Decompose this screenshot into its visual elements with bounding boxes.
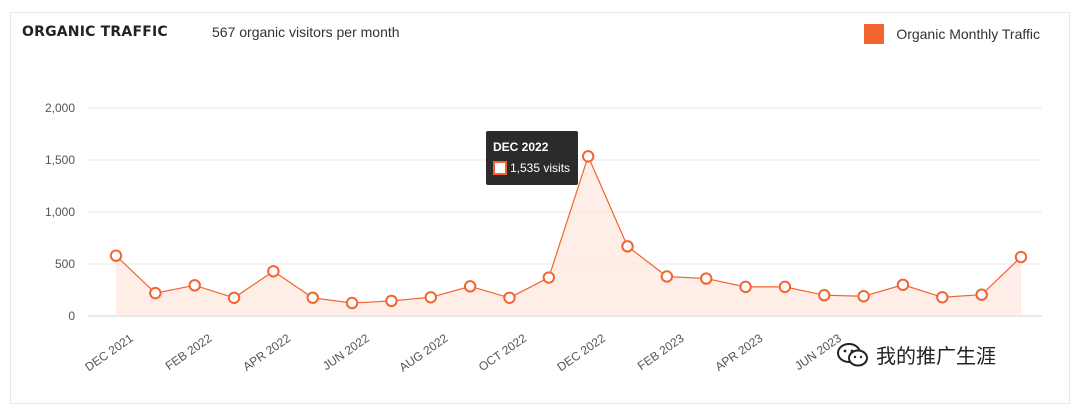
data-point xyxy=(306,291,319,304)
chart-title: ORGANIC TRAFFIC xyxy=(22,24,168,40)
data-point xyxy=(621,240,634,253)
y-tick-label: 500 xyxy=(55,257,75,271)
y-tick-label: 0 xyxy=(68,309,75,323)
y-tick-label: 2,000 xyxy=(45,101,75,115)
tooltip-swatch xyxy=(493,161,507,175)
data-point xyxy=(581,150,595,163)
y-tick-label: 1,500 xyxy=(45,153,75,167)
x-tick-label: OCT 2022 xyxy=(476,331,529,374)
chart-card xyxy=(10,12,1070,404)
data-point xyxy=(857,290,870,303)
data-point xyxy=(345,296,359,310)
data-point xyxy=(975,288,988,301)
legend-swatch xyxy=(864,24,885,44)
x-tick-label: APR 2022 xyxy=(240,331,293,374)
legend-label: Organic Monthly Traffic xyxy=(896,26,1040,42)
data-point xyxy=(424,291,437,304)
data-point xyxy=(936,291,949,304)
y-tick-label: 1,000 xyxy=(45,205,75,219)
data-point xyxy=(267,265,280,278)
data-point xyxy=(700,272,713,285)
series-line xyxy=(115,154,1022,304)
x-tick-label: APR 2023 xyxy=(712,331,765,374)
visitors-summary: 567 organic visitors per month xyxy=(212,24,400,40)
data-point xyxy=(778,280,792,294)
watermark-text: 我的推广生涯 xyxy=(876,344,996,368)
data-point xyxy=(660,270,674,283)
x-tick-label: FEB 2022 xyxy=(163,331,215,373)
x-tick-label: DEC 2022 xyxy=(555,331,609,374)
data-point xyxy=(463,280,477,293)
data-point xyxy=(385,294,398,308)
x-tick-label: FEB 2023 xyxy=(635,331,687,373)
x-tick-label: AUG 2022 xyxy=(397,331,451,375)
data-point xyxy=(149,286,162,300)
data-tooltip: DEC 2022 1,535 visits xyxy=(486,131,579,185)
x-tick-label: JUN 2022 xyxy=(320,331,372,373)
data-point xyxy=(1014,250,1028,264)
data-point xyxy=(542,271,556,284)
data-point xyxy=(896,278,910,291)
data-point xyxy=(109,249,123,262)
x-tick-label: DEC 2021 xyxy=(82,331,136,374)
data-point xyxy=(227,291,241,304)
data-point xyxy=(503,291,516,304)
watermark: 我的推广生涯 xyxy=(836,340,996,369)
data-point xyxy=(739,280,752,294)
data-point xyxy=(818,289,831,302)
legend[interactable]: Organic Monthly Traffic xyxy=(864,24,1040,44)
series-area xyxy=(116,156,1021,316)
tooltip-month: DEC 2022 xyxy=(493,140,549,154)
tooltip-value: 1,535 visits xyxy=(510,161,571,175)
wechat-icon xyxy=(837,342,868,366)
data-point xyxy=(188,279,201,292)
